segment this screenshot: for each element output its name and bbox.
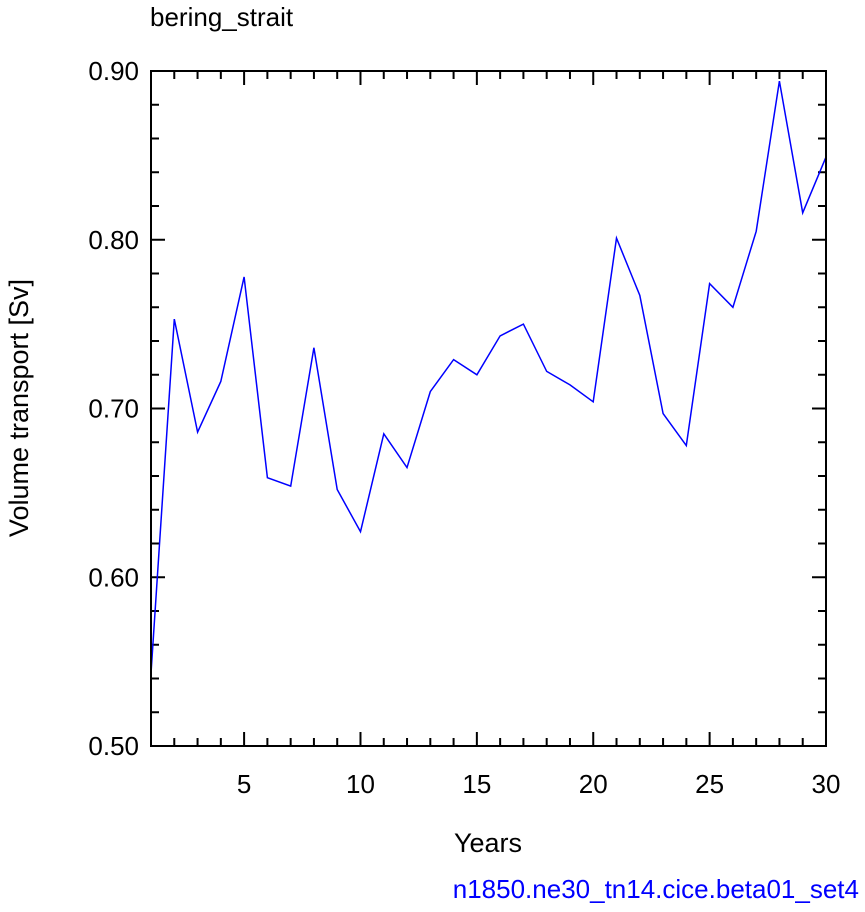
y-tick-label: 0.60 bbox=[88, 562, 139, 592]
series-line bbox=[150, 80, 827, 674]
y-tick-label: 0.90 bbox=[88, 56, 139, 86]
x-tick-label: 30 bbox=[812, 769, 841, 799]
plot-frame bbox=[150, 70, 827, 747]
case-credit: n1850.ne30_tn14.cice.beta01_set4 bbox=[452, 874, 859, 904]
chart-title: bering_strait bbox=[150, 2, 294, 32]
y-tick-label: 0.70 bbox=[88, 394, 139, 424]
y-axis-label: Volume transport [Sv] bbox=[4, 279, 34, 537]
x-tick-label: 15 bbox=[462, 769, 491, 799]
x-tick-label: 10 bbox=[346, 769, 375, 799]
x-tick-label: 20 bbox=[579, 769, 608, 799]
x-tick-label: 25 bbox=[695, 769, 724, 799]
y-tick-label: 0.80 bbox=[88, 225, 139, 255]
tick-marks bbox=[150, 70, 827, 747]
y-tick-label: 0.50 bbox=[88, 731, 139, 761]
tick-labels: 5 10 15 20 25 30 0.50 0.60 0.70 0.80 0.90 bbox=[88, 56, 840, 799]
x-tick-label: 5 bbox=[237, 769, 251, 799]
x-axis-label: Years bbox=[454, 828, 522, 858]
